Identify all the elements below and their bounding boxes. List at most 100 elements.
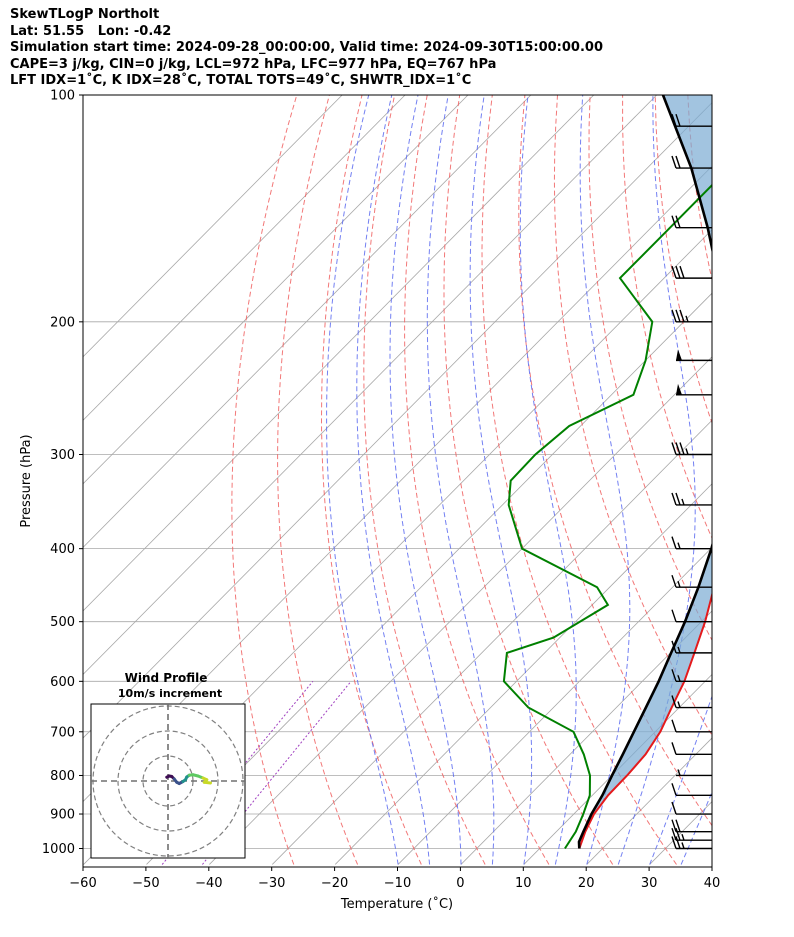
- barb-half: [677, 646, 681, 654]
- x-tick-label: 10: [515, 876, 532, 891]
- barb-half: [681, 842, 685, 849]
- y-tick-label: 500: [50, 615, 75, 630]
- barb-full: [671, 309, 677, 323]
- barb-half: [681, 498, 685, 506]
- barb-full: [671, 265, 677, 279]
- barb-full: [671, 742, 677, 755]
- barb-half: [677, 675, 681, 682]
- isotherm-line: [397, 546, 712, 865]
- y-axis-label: Pressure (hPa): [19, 434, 34, 527]
- wind-barb: [671, 309, 712, 323]
- barb-full: [671, 609, 677, 622]
- isotherm-line: [83, 95, 343, 358]
- y-tick-label: 400: [50, 542, 75, 557]
- isotherm-line: [649, 800, 712, 865]
- hodograph-ring: [117, 730, 219, 832]
- moist-adiabat: [356, 95, 431, 865]
- barb-full: [675, 309, 681, 323]
- dry-adiabat: [443, 95, 614, 865]
- dry-adiabat: [720, 95, 794, 865]
- x-tick-label: −40: [195, 876, 222, 891]
- wind-barb: [671, 574, 712, 588]
- stability-line: CAPE=3 j/kg, CIN=0 j/kg, LCL=972 hPa, LF…: [10, 56, 497, 72]
- barb-full: [671, 836, 677, 849]
- wind-barb: [671, 669, 712, 683]
- x-tick-label: −10: [384, 876, 411, 891]
- y-tick-label: 1000: [42, 842, 75, 857]
- dry-adiabat: [277, 95, 359, 865]
- dewpoint-line: [502, 183, 712, 850]
- isotherm-line: [83, 95, 469, 485]
- y-tick-label: 800: [50, 769, 75, 784]
- isotherm-line: [83, 102, 712, 739]
- location-line: Lat: 51.55 Lon: -0.42: [10, 23, 172, 39]
- barb-full: [675, 265, 681, 279]
- y-tick-label: 200: [50, 315, 75, 330]
- dry-adiabat: [654, 95, 712, 425]
- barb-full: [671, 640, 677, 654]
- barb-full: [671, 113, 677, 127]
- moist-adiabat: [519, 95, 577, 865]
- barb-full: [675, 827, 681, 841]
- chart-title: SkewTLogP Northolt: [10, 7, 160, 22]
- wind-barb: [676, 769, 712, 777]
- barb-full: [675, 155, 681, 169]
- wind-barb: [671, 719, 712, 733]
- moist-adiabat: [426, 95, 495, 865]
- x-tick-label: −30: [258, 876, 285, 891]
- dry-adiabat: [363, 95, 486, 865]
- wind-barb: [671, 536, 712, 550]
- wind-barb: [671, 827, 712, 841]
- isotherm-line: [334, 483, 712, 865]
- barb-full: [671, 442, 677, 455]
- wind-barb: [671, 836, 712, 850]
- barb-full: [671, 719, 677, 733]
- indices-line: LFT IDX=1˚C, K IDX=28˚C, TOTAL TOTS=49˚C…: [10, 73, 472, 88]
- barb-half: [685, 315, 689, 323]
- x-tick-label: 40: [704, 876, 721, 891]
- barb-full: [675, 836, 681, 849]
- x-tick-label: −50: [132, 876, 159, 891]
- moist-adiabat: [680, 791, 712, 865]
- barb-pennant: [676, 349, 682, 361]
- moist-adiabat: [579, 95, 631, 865]
- moist-adiabat: [469, 95, 533, 865]
- x-axis-label: Temperature (˚C): [340, 896, 453, 912]
- barb-full: [671, 827, 677, 841]
- wind-barb: [676, 349, 712, 362]
- chart-header: SkewTLogP Northolt Lat: 51.55 Lon: -0.42…: [10, 7, 603, 90]
- isotherm-line: [523, 673, 712, 865]
- dry-adiabat: [786, 95, 794, 865]
- dry-adiabat: [588, 95, 712, 642]
- barb-full: [675, 215, 681, 228]
- isotherm-line: [83, 95, 406, 421]
- barb-full: [671, 536, 677, 549]
- barb-full: [671, 669, 677, 682]
- barb-full: [679, 442, 685, 455]
- barb-full: [679, 309, 685, 323]
- isotherm-line: [83, 95, 657, 676]
- mixing-ratio-line: [202, 680, 352, 865]
- wind-barb: [676, 383, 712, 396]
- moist-adiabat: [713, 95, 794, 865]
- parcel-line: [577, 95, 712, 849]
- y-tick-label: 600: [50, 675, 75, 690]
- x-tick-label: 30: [641, 876, 658, 891]
- dry-adiabat: [231, 95, 298, 865]
- moist-adiabat: [617, 95, 696, 865]
- barb-full: [671, 819, 677, 832]
- barb-full: [675, 492, 681, 506]
- x-tick-label: −60: [69, 876, 96, 891]
- moist-adiabat: [389, 95, 462, 865]
- barb-full: [671, 574, 677, 588]
- barb-full: [675, 113, 681, 127]
- temperature-line: [578, 591, 712, 849]
- moist-adiabat: [649, 694, 712, 865]
- hodograph-title: Wind Profile: [125, 671, 208, 685]
- moist-adiabat: [326, 95, 399, 865]
- hodograph-subtitle: 10m/s increment: [118, 687, 222, 700]
- wind-barb: [671, 695, 712, 709]
- barb-pennant: [676, 383, 682, 395]
- y-tick-label: 900: [50, 808, 75, 823]
